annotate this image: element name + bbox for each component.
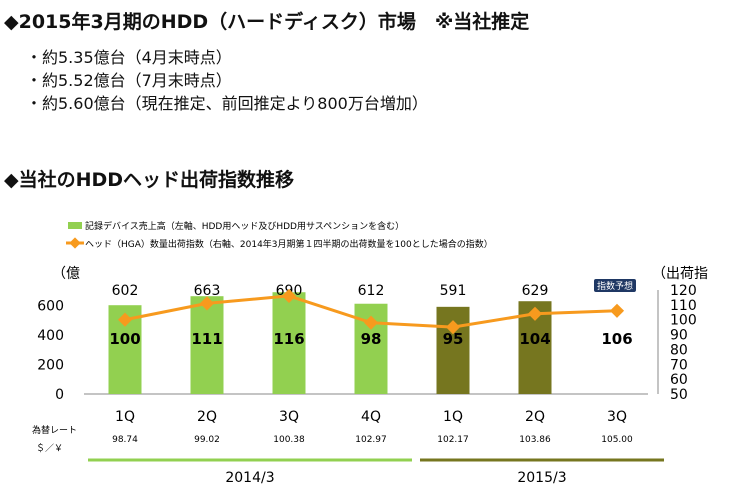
index-marker <box>281 288 297 304</box>
index-value-label: 111 <box>191 330 222 348</box>
category-label: 3Q <box>279 409 299 425</box>
left-axis-label: （億 <box>52 266 80 282</box>
estimate-current: ・約5.60億台（現在推定、前回推定より800万台増加） <box>26 94 428 113</box>
legend-swatch-bar <box>68 222 82 229</box>
bar-value-label: 612 <box>358 283 385 299</box>
right-axis-label: （出荷指 <box>652 266 708 282</box>
index-marker <box>363 315 379 330</box>
fx-rate-value: 99.02 <box>194 435 220 445</box>
category-label: 3Q <box>607 409 627 425</box>
category-label: 4Q <box>361 409 381 425</box>
fx-rate-value: 98.74 <box>112 435 138 445</box>
forecast-badge-label: 指数予想 <box>597 280 633 292</box>
fx-rate-value: 105.00 <box>601 435 633 445</box>
right-axis-tick: 120 <box>670 283 697 299</box>
left-axis-tick: 200 <box>37 358 64 374</box>
index-value-label: 95 <box>443 330 464 348</box>
heading-head-shipment-index: ◆当社のHDDヘッド出荷指数推移 <box>4 169 295 191</box>
index-marker <box>527 306 543 321</box>
index-marker <box>117 312 133 327</box>
right-axis-tick: 110 <box>670 298 697 314</box>
index-marker <box>199 296 215 311</box>
index-value-label: 116 <box>273 330 304 348</box>
right-axis-tick: 90 <box>670 328 688 344</box>
fiscal-year-label: 2015/3 <box>517 470 566 486</box>
index-value-label: 100 <box>109 330 140 348</box>
estimate-july: ・約5.52億台（7月末時点） <box>26 71 232 90</box>
right-axis-tick: 70 <box>670 357 688 373</box>
legend-label-bar: 記録デバイス売上高（左軸、HDD用ヘッド及びHDD用サスペンションを含む） <box>85 220 404 232</box>
market-estimates-list: ・約5.35億台（4月末時点） ・約5.52億台（7月末時点） ・約5.60億台… <box>26 46 428 115</box>
bar <box>190 296 224 394</box>
heading-hdd-market: ◆2015年3月期のHDD（ハードディスク）市場 ※当社推定 <box>4 11 530 33</box>
bar-value-label: 591 <box>440 283 467 299</box>
legend-label-line: ヘッド（HGA）数量出荷指数（右軸、2014年3月期第１四半期の出荷数量を100… <box>85 238 493 250</box>
right-axis-tick: 60 <box>670 372 688 388</box>
category-label: 1Q <box>115 409 135 425</box>
fx-rate-value: 103.86 <box>519 435 551 445</box>
fiscal-year-label: 2014/3 <box>225 470 274 486</box>
right-axis-tick: 50 <box>670 387 688 403</box>
right-axis-tick: 80 <box>670 342 688 358</box>
fx-rate-value: 100.38 <box>273 435 305 445</box>
right-axis-tick: 100 <box>670 313 697 329</box>
bar-value-label: 663 <box>194 283 221 299</box>
left-axis-tick: 400 <box>37 328 64 344</box>
forecast-badge <box>594 279 636 292</box>
fx-rate-value: 102.17 <box>437 435 469 445</box>
bar-value-label: 629 <box>522 283 549 299</box>
bar <box>436 306 470 394</box>
fx-rate-unit-label: ＄／￥ <box>36 443 63 454</box>
category-label: 1Q <box>443 409 463 425</box>
index-marker <box>609 303 625 318</box>
legend-marker-line <box>69 237 81 249</box>
index-value-label: 98 <box>361 330 382 348</box>
bar-value-label: 602 <box>112 283 139 299</box>
fx-rate-value: 102.97 <box>355 435 387 445</box>
category-label: 2Q <box>525 409 545 425</box>
index-marker <box>445 320 461 335</box>
left-axis-tick: 600 <box>37 299 64 315</box>
fx-rate-label: 為替レート <box>32 424 77 436</box>
index-value-label: 104 <box>519 330 550 348</box>
bar <box>272 292 306 394</box>
estimate-april: ・約5.35億台（4月末時点） <box>26 48 232 67</box>
category-label: 2Q <box>197 409 217 425</box>
index-value-label: 106 <box>601 330 632 348</box>
left-axis-tick: 0 <box>55 387 64 403</box>
